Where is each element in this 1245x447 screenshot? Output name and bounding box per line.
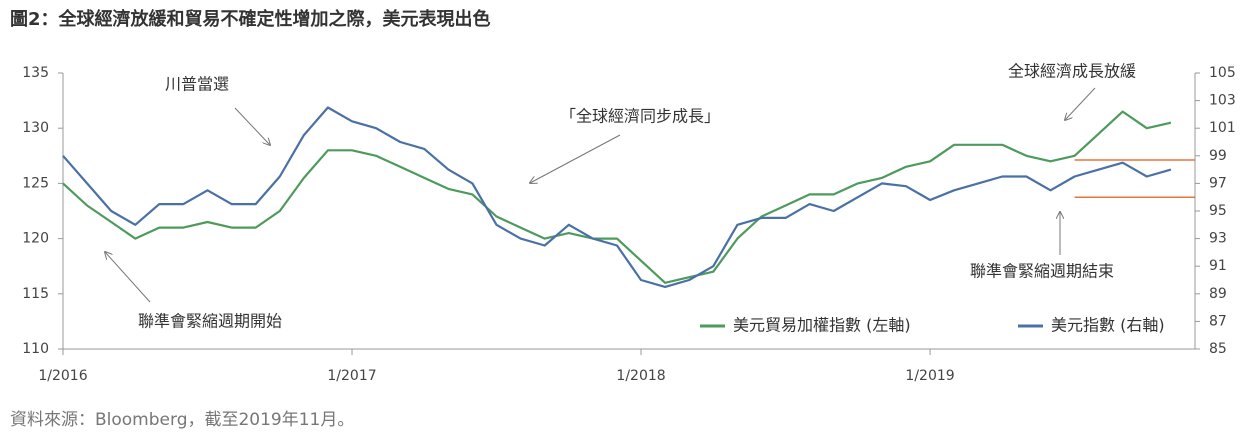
y2-tick-label: 95 xyxy=(1209,203,1227,219)
legend-label: 美元貿易加權指數 (左軸) xyxy=(733,316,911,335)
y2-tick-label: 103 xyxy=(1209,93,1236,109)
annotation: 「全球經濟同步成長」 xyxy=(560,107,720,126)
annotation-arrow xyxy=(530,134,621,183)
y-tick-label: 130 xyxy=(22,120,49,136)
y2-tick-label: 101 xyxy=(1209,120,1236,136)
annotation-arrow xyxy=(234,107,270,145)
annotation-arrow xyxy=(1065,87,1096,120)
source-note: 資料來源：Bloomberg，截至2019年11月。 xyxy=(10,410,354,430)
y-tick-label: 135 xyxy=(22,65,49,81)
annotation: 聯準會緊縮週期結束 xyxy=(970,262,1114,281)
x-tick-label: 1/2019 xyxy=(905,368,954,384)
annotation: 川普當選 xyxy=(165,75,229,94)
y2-tick-label: 85 xyxy=(1209,341,1227,357)
y-tick-label: 115 xyxy=(22,286,49,302)
x-tick-label: 1/2016 xyxy=(38,368,87,384)
y2-tick-label: 89 xyxy=(1209,286,1227,302)
legend-label: 美元指數 (右軸) xyxy=(1051,316,1165,335)
y2-tick-label: 93 xyxy=(1209,231,1227,247)
y2-tick-label: 97 xyxy=(1209,175,1227,191)
y-tick-label: 110 xyxy=(22,341,49,357)
x-tick-label: 1/2018 xyxy=(616,368,665,384)
x-tick-label: 1/2017 xyxy=(327,368,376,384)
series-line xyxy=(62,106,1172,288)
y-tick-label: 125 xyxy=(22,175,49,191)
y-tick-label: 120 xyxy=(22,231,49,247)
annotation-arrow xyxy=(105,252,151,303)
chart-title: 圖2：全球經濟放緩和貿易不確定性增加之際，美元表現出色 xyxy=(10,8,491,30)
y2-tick-label: 91 xyxy=(1209,258,1227,274)
annotation: 聯準會緊縮週期開始 xyxy=(138,312,282,331)
y2-tick-label: 105 xyxy=(1209,65,1236,81)
series-line xyxy=(62,110,1172,284)
y2-tick-label: 99 xyxy=(1209,148,1227,164)
annotation: 全球經濟成長放緩 xyxy=(1008,62,1136,81)
y2-tick-label: 87 xyxy=(1209,313,1227,329)
